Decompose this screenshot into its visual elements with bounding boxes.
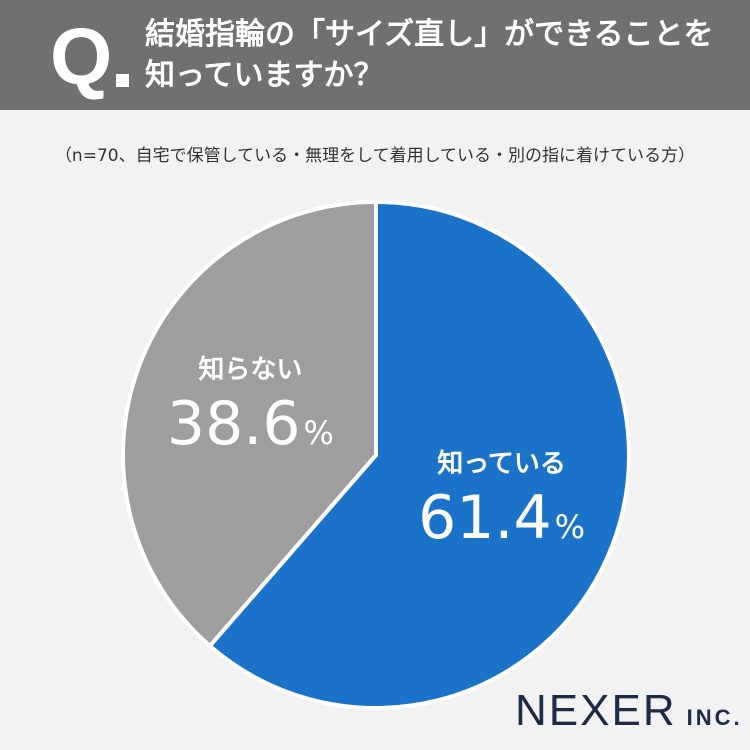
question-text: 結婚指輪の「サイズ直し」ができることを知っていますか？	[145, 17, 714, 93]
brand-suffix: INC.	[686, 705, 743, 730]
slice-category-label-1: 知っている	[437, 449, 566, 479]
slice-category-label-2: 知らない	[198, 355, 302, 385]
q-dot	[116, 74, 129, 87]
sample-note: （n=70、自宅で保管している・無理をして着用している・別の指に着けている方）	[54, 146, 696, 166]
pie-slice-2	[121, 199, 378, 649]
brand-name: NEXER	[515, 686, 677, 735]
pie-slice-1	[207, 199, 631, 710]
slice-value-label-2: 38.6%	[167, 389, 334, 459]
question-header: Q 結婚指輪の「サイズ直し」ができることを知っていますか？	[0, 0, 750, 110]
q-mark: Q	[50, 12, 113, 101]
slice-value-label-1: 61.4%	[418, 483, 585, 553]
brand-logo: NEXER INC.	[515, 686, 743, 736]
